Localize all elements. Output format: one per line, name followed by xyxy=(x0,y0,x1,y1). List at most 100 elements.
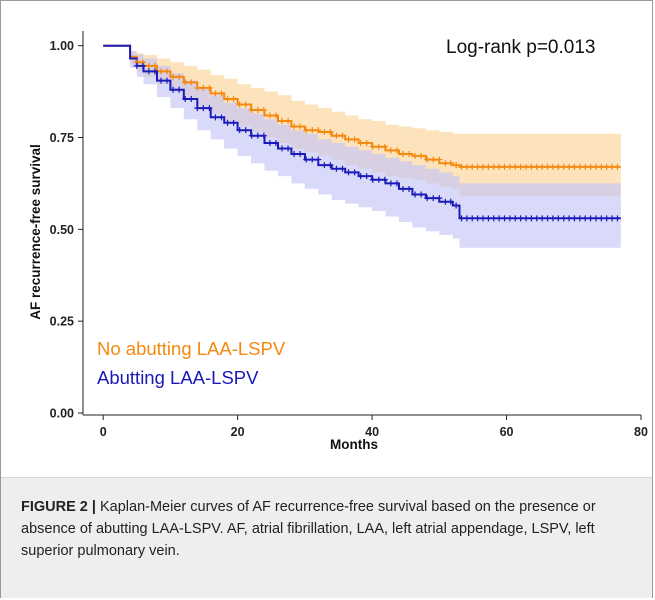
censor-mark-0-81 xyxy=(603,163,610,170)
censor-mark-0-56 xyxy=(469,163,476,170)
chart-area: 0 20 40 60 80 0.00 0.25 0.50 0.75 1.00 Log-rank p… xyxy=(1,1,654,481)
censor-mark-0-16 xyxy=(230,95,237,102)
censor-mark-0-77 xyxy=(582,163,589,170)
y-tick-label-0: 0.00 xyxy=(50,407,74,421)
censor-mark-1-32 xyxy=(327,162,334,169)
censor-mark-1-35 xyxy=(345,169,352,176)
censor-mark-1-60 xyxy=(490,215,497,222)
censor-mark-1-69 xyxy=(539,215,546,222)
censor-mark-0-32 xyxy=(327,129,334,136)
censor-mark-0-41 xyxy=(381,143,388,150)
censor-mark-1-59 xyxy=(485,215,492,222)
censor-mark-0-51 xyxy=(442,160,449,167)
censor-mark-0-59 xyxy=(485,163,492,170)
censor-mark-0-64 xyxy=(512,163,519,170)
km-chart: 0 20 40 60 80 0.00 0.25 0.50 0.75 1.00 Log-rank p… xyxy=(28,31,648,452)
censor-mark-0-45 xyxy=(406,151,413,158)
x-tick-label-4: 80 xyxy=(634,425,648,439)
censor-mark-1-1 xyxy=(139,62,146,69)
censor-mark-0-13 xyxy=(212,90,219,97)
censor-mark-1-21 xyxy=(260,132,267,139)
censor-mark-1-64 xyxy=(512,215,519,222)
censor-mark-0-33 xyxy=(333,132,340,139)
censor-mark-1-27 xyxy=(297,151,304,158)
chart-texts: Log-rank p=0.013 No abutting LAA-LSPV Ab… xyxy=(28,37,595,452)
censor-mark-1-82 xyxy=(609,215,616,222)
censor-mark-1-17 xyxy=(236,127,243,134)
censor-mark-0-38 xyxy=(363,140,370,147)
censor-mark-1-2 xyxy=(145,68,152,75)
censor-mark-0-24 xyxy=(278,117,285,124)
censor-mark-1-5 xyxy=(164,77,171,84)
censor-mark-1-50 xyxy=(436,195,443,202)
censor-mark-1-61 xyxy=(496,215,503,222)
censor-mark-1-38 xyxy=(363,173,370,180)
censor-mark-0-70 xyxy=(544,163,551,170)
censor-mark-1-83 xyxy=(614,215,621,222)
censor-mark-0-25 xyxy=(285,117,292,124)
censor-mark-0-11 xyxy=(200,84,207,91)
censor-mark-1-10 xyxy=(194,105,201,112)
censor-mark-1-56 xyxy=(469,215,476,222)
censor-mark-1-57 xyxy=(474,215,481,222)
censor-mark-0-4 xyxy=(157,68,164,75)
censor-mark-0-22 xyxy=(266,112,273,119)
censor-mark-0-82 xyxy=(609,163,616,170)
censor-mark-1-53 xyxy=(453,202,460,209)
caption-label: FIGURE 2 | xyxy=(21,499,96,515)
caption-text: Kaplan-Meier curves of AF recurrence-fre… xyxy=(21,499,596,559)
censor-mark-1-22 xyxy=(266,140,273,147)
censor-mark-0-80 xyxy=(598,163,605,170)
censor-mark-0-44 xyxy=(400,151,407,158)
censor-mark-1-3 xyxy=(151,68,158,75)
censor-mark-1-18 xyxy=(242,127,249,134)
legend-abutting: Abutting LAA-LSPV xyxy=(97,367,259,388)
censor-mark-1-14 xyxy=(218,114,225,121)
censor-mark-0-72 xyxy=(555,163,562,170)
censor-mark-1-67 xyxy=(528,215,535,222)
censor-mark-0-50 xyxy=(436,156,443,163)
y-tick-label-4: 1.00 xyxy=(50,39,74,53)
x-tick-label-1: 20 xyxy=(231,425,245,439)
x-tick-label-0: 0 xyxy=(100,425,107,439)
censor-mark-1-78 xyxy=(587,215,594,222)
censor-mark-1-8 xyxy=(182,95,189,102)
logrank-annotation: Log-rank p=0.013 xyxy=(446,37,595,58)
censor-mark-1-81 xyxy=(603,215,610,222)
censor-mark-0-74 xyxy=(566,163,573,170)
censor-mark-0-60 xyxy=(490,163,497,170)
censor-mark-0-37 xyxy=(357,140,364,147)
ci-band-1 xyxy=(103,45,621,248)
censor-mark-0-62 xyxy=(501,163,508,170)
censor-mark-0-65 xyxy=(517,163,524,170)
censor-mark-1-34 xyxy=(339,165,346,172)
y-axis-label: AF recurrence-free survival xyxy=(28,144,43,320)
censor-mark-0-34 xyxy=(339,132,346,139)
censor-mark-1-65 xyxy=(517,215,524,222)
censor-mark-1-48 xyxy=(424,195,431,202)
censor-mark-0-52 xyxy=(447,160,454,167)
confidence-bands xyxy=(103,45,621,248)
censor-mark-1-11 xyxy=(200,105,207,112)
censor-mark-1-6 xyxy=(170,86,177,93)
censor-mark-0-53 xyxy=(453,162,460,169)
censor-mark-1-24 xyxy=(278,145,285,152)
censor-mark-0-17 xyxy=(236,101,243,108)
censor-mark-1-51 xyxy=(442,198,449,205)
censor-mark-1-70 xyxy=(544,215,551,222)
censor-mark-1-54 xyxy=(458,215,465,222)
axes: 0 20 40 60 80 0.00 0.25 0.50 0.75 1.00 xyxy=(50,31,648,439)
censor-mark-1-19 xyxy=(248,132,255,139)
censor-mark-0-15 xyxy=(224,95,231,102)
censor-mark-0-69 xyxy=(539,163,546,170)
censor-mark-1-73 xyxy=(560,215,567,222)
censor-mark-1-39 xyxy=(369,176,376,183)
censor-mark-1-52 xyxy=(447,198,454,205)
censor-mark-0-78 xyxy=(587,163,594,170)
censor-mark-0-29 xyxy=(309,127,316,134)
censor-mark-0-75 xyxy=(571,163,578,170)
censor-mark-1-41 xyxy=(381,176,388,183)
censor-mark-0-40 xyxy=(375,143,382,150)
censor-mark-0-63 xyxy=(506,163,513,170)
